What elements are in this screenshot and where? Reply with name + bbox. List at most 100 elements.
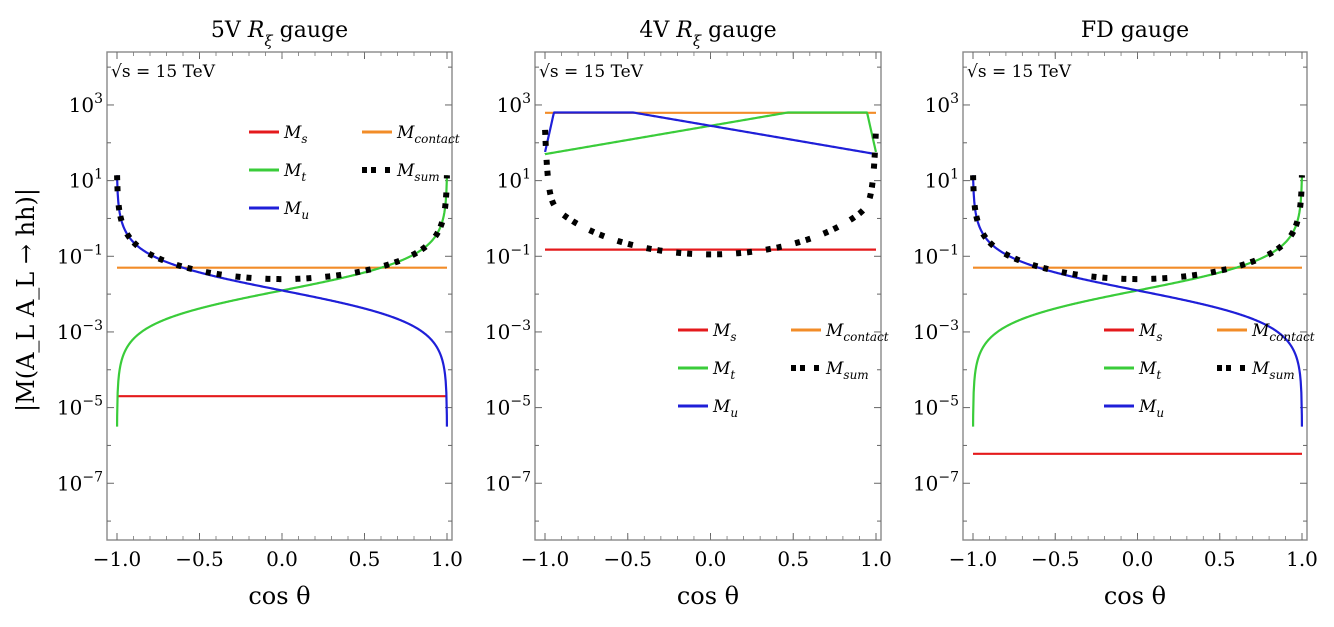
title-part: 4V (639, 18, 676, 43)
legend-label-M_contact: Mcontact (396, 123, 460, 146)
y-tick-exp: −3 (82, 318, 103, 334)
legend-sub: s (1156, 330, 1162, 344)
series-M_u (543, 111, 877, 156)
legend-sub: sum (414, 170, 439, 184)
x-tick-label: 1.0 (431, 547, 463, 571)
legend-main: M (825, 359, 844, 379)
y-tick-exp: −7 (938, 469, 959, 485)
y-tick-label: 10−7 (57, 469, 103, 495)
legend-sub: s (730, 330, 736, 344)
legend-label-M_s: Ms (283, 123, 308, 146)
legend-label-M_u: Mu (283, 199, 309, 222)
legend-sub: sum (1269, 368, 1294, 382)
panel-frame (962, 51, 1308, 541)
y-tick-base: 10 (57, 471, 82, 495)
legend-sub: t (730, 368, 735, 382)
x-tick-label: 0.5 (777, 547, 809, 571)
legend-label-M_t: Mt (283, 161, 306, 184)
legend-sub: t (301, 170, 306, 184)
series-M_sum (970, 175, 1305, 283)
y-tick-base: 10 (485, 396, 510, 420)
legend-main: M (1251, 359, 1270, 379)
legend-main: M (283, 161, 302, 181)
legend-label-M_t: Mt (1138, 359, 1161, 382)
series-M_t (971, 175, 1304, 427)
x-tick-label: 1.0 (1286, 547, 1318, 571)
legend-main: M (712, 397, 731, 417)
energy-annotation: √s = 15 TeV (539, 62, 644, 82)
y-tick-base: 10 (913, 244, 938, 268)
x-tick-label: 0.0 (1122, 547, 1154, 571)
legend-label-M_contact: Mcontact (825, 321, 889, 344)
panel-title: 5V Rξ gauge (211, 18, 348, 50)
series-M_t (115, 175, 449, 427)
y-tick-exp: 1 (522, 167, 531, 183)
y-tick-base: 10 (69, 93, 94, 117)
x-axis-label: cos θ (1104, 582, 1166, 610)
legend-label-M_s: Ms (1138, 321, 1163, 344)
y-tick-label: 10−1 (913, 242, 959, 268)
y-tick-label: 10−1 (57, 242, 103, 268)
y-tick-label: 103 (925, 91, 959, 117)
series-M_sum (114, 175, 450, 283)
legend-main: M (1138, 397, 1157, 417)
legend-label-M_u: Mu (712, 397, 738, 420)
x-tick-label: 0.0 (695, 547, 727, 571)
series-M_sum (542, 129, 879, 258)
legend-label-M_contact: Mcontact (1251, 321, 1315, 344)
legend-sub: sum (843, 368, 868, 382)
x-tick-label: −0.5 (175, 547, 224, 571)
panel-frame (534, 51, 882, 541)
legend-main: M (712, 321, 731, 341)
energy-annotation: √s = 15 TeV (967, 62, 1072, 82)
legend-label-M_sum: Msum (396, 161, 440, 184)
y-tick-base: 10 (913, 471, 938, 495)
y-tick-label: 10−3 (913, 318, 959, 344)
y-tick-exp: −3 (938, 318, 959, 334)
series-M_u (971, 175, 1304, 427)
y-tick-label: 101 (69, 167, 103, 193)
legend-sub: t (1156, 368, 1161, 382)
y-tick-base: 10 (57, 320, 82, 344)
y-tick-base: 10 (913, 320, 938, 344)
x-tick-label: 0.0 (266, 547, 298, 571)
y-tick-base: 10 (925, 169, 950, 193)
y-tick-exp: 1 (950, 167, 959, 183)
legend-sub: u (730, 406, 738, 420)
x-axis-label: cos θ (677, 582, 739, 610)
title-part: 5V (211, 18, 248, 43)
series-M_u (115, 175, 449, 427)
y-tick-exp: 3 (94, 91, 103, 107)
y-tick-base: 10 (913, 396, 938, 420)
legend-sub: s (301, 132, 307, 146)
title-part: gauge (701, 18, 776, 43)
legend-main: M (283, 123, 302, 143)
y-tick-base: 10 (485, 320, 510, 344)
y-tick-exp: 1 (94, 167, 103, 183)
y-tick-label: 103 (69, 91, 103, 117)
title-part: R (247, 18, 265, 43)
panel-title: FD gauge (1081, 18, 1189, 43)
panel-title: 4V Rξ gauge (639, 18, 776, 50)
title-part: R (675, 18, 693, 43)
y-tick-base: 10 (485, 244, 510, 268)
y-tick-label: 103 (497, 91, 531, 117)
x-tick-label: 0.5 (1204, 547, 1236, 571)
legend-label-M_u: Mu (1138, 397, 1164, 420)
y-tick-exp: −1 (510, 242, 531, 258)
y-tick-label: 101 (497, 167, 531, 193)
y-tick-exp: −7 (510, 469, 531, 485)
x-tick-label: −1.0 (521, 547, 570, 571)
legend-main: M (1138, 359, 1157, 379)
y-tick-exp: 3 (522, 91, 531, 107)
y-tick-label: 10−3 (485, 318, 531, 344)
legend-main: M (396, 161, 415, 181)
y-tick-exp: −1 (938, 242, 959, 258)
legend-sub: u (1156, 406, 1164, 420)
title-part: ξ (693, 32, 702, 50)
legend-sub: u (301, 208, 309, 222)
panel-frame (106, 51, 453, 541)
